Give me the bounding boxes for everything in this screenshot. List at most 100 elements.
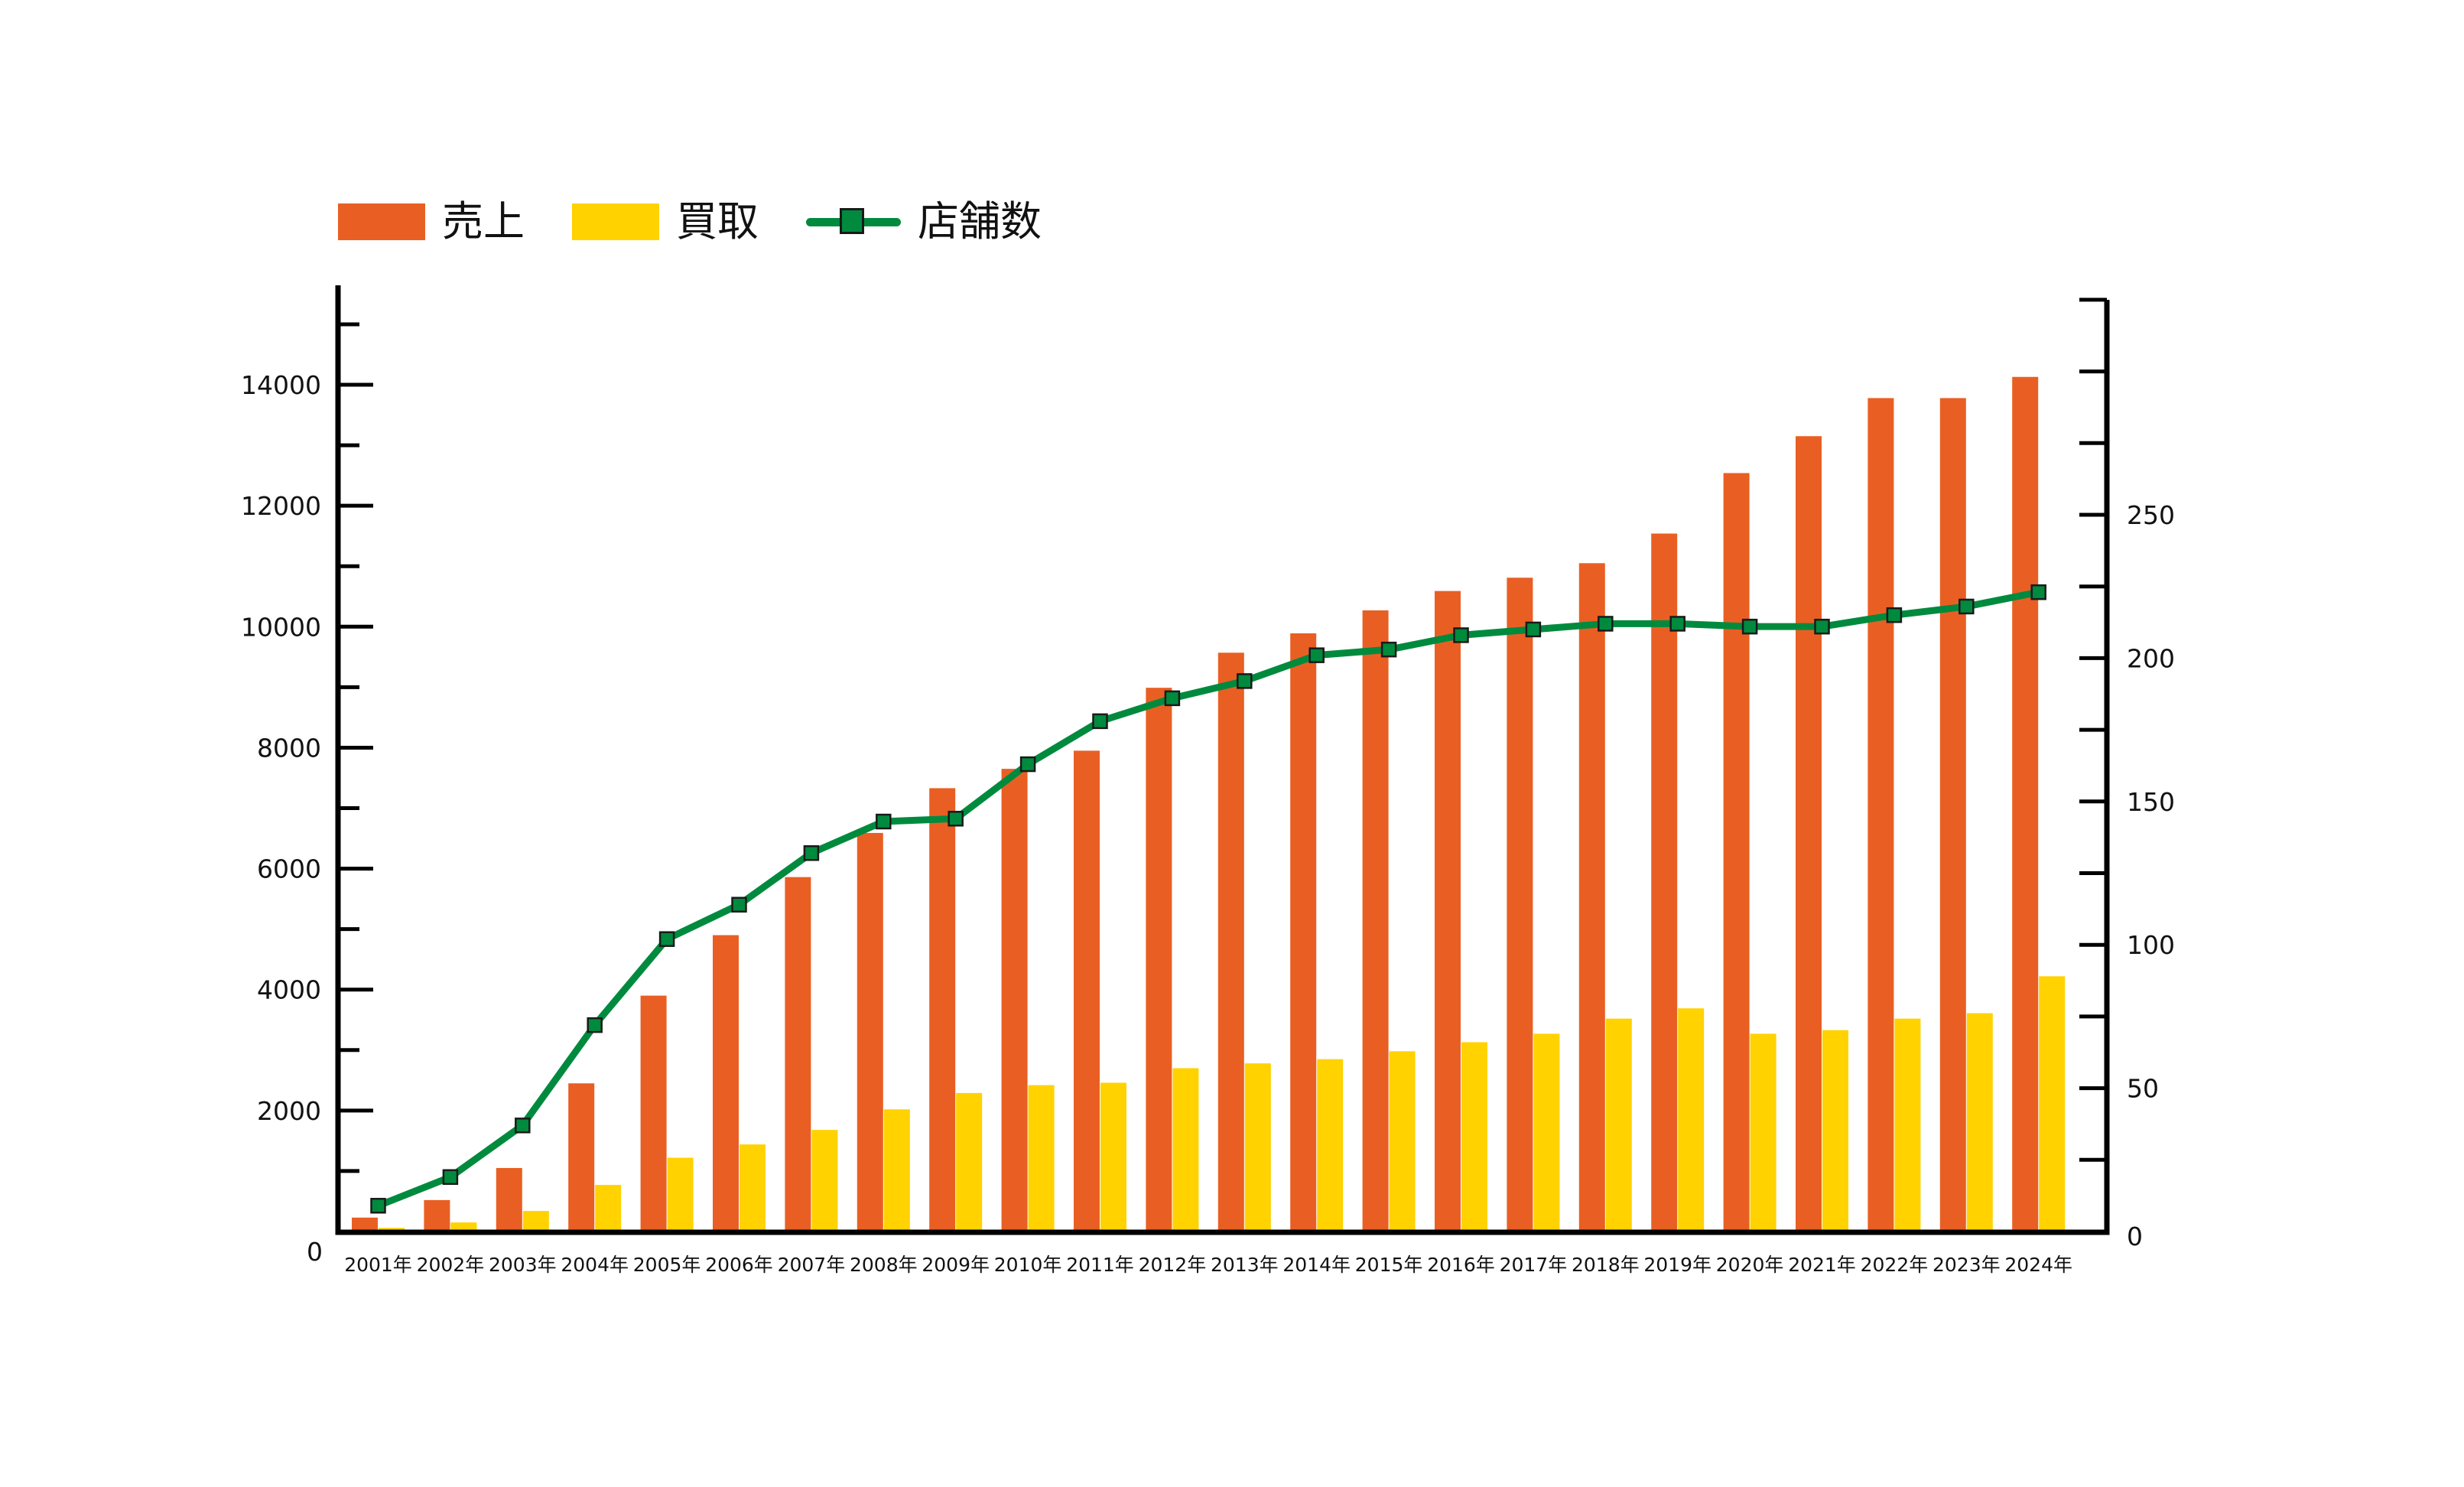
x-tick-label: 2019年 (1643, 1254, 1711, 1276)
square-marker-icon (1741, 618, 1758, 635)
legend-label-stores: 店舗数 (918, 197, 1042, 246)
purchase-bar (1244, 1063, 1271, 1232)
square-marker-icon (515, 1118, 531, 1134)
sales-bar (1146, 688, 1172, 1232)
x-tick-label: 2006年 (705, 1254, 773, 1276)
sales-bar (2012, 376, 2039, 1232)
sales-bar (1074, 750, 1100, 1232)
x-tick-label: 2022年 (1861, 1254, 1929, 1276)
x-tick-label: 2024年 (2004, 1254, 2072, 1276)
sales-bar (1435, 591, 1461, 1232)
legend-swatch-stores (806, 203, 901, 240)
sales-bar (496, 1167, 522, 1232)
square-marker-icon (1959, 598, 1975, 615)
sales-bar (929, 788, 956, 1232)
legend-item-stores: 店舗数 (806, 197, 1042, 246)
chart-legend: 売上 買取 店舗数 (338, 197, 1089, 246)
sales-bar (352, 1217, 378, 1232)
left-axis-label: 6000 (257, 854, 321, 884)
purchase-bar (740, 1144, 766, 1232)
square-marker-icon (1886, 607, 1903, 623)
purchase-bar (1750, 1033, 1776, 1232)
square-marker-icon (840, 208, 864, 234)
square-marker-icon (1237, 673, 1253, 689)
legend-label-sales: 売上 (442, 197, 525, 246)
right-axis-label: 100 (2127, 930, 2175, 960)
x-tick-label: 2021年 (1788, 1254, 1856, 1276)
x-tick-label: 2012年 (1139, 1254, 1207, 1276)
sales-bar (424, 1199, 450, 1232)
x-tick-label: 2023年 (1933, 1254, 2001, 1276)
purchase-bar (1894, 1018, 1921, 1232)
left-axis-label: 4000 (257, 975, 321, 1005)
sales-bar (785, 877, 811, 1232)
square-marker-icon (1019, 756, 1036, 773)
purchase-bar (883, 1109, 910, 1232)
sales-bar (1868, 398, 1894, 1232)
purchase-bar (1028, 1085, 1055, 1232)
left-axis-label: 14000 (241, 370, 321, 400)
sales-bar (1217, 652, 1244, 1232)
x-tick-label: 2004年 (561, 1254, 629, 1276)
legend-label-purchase: 買取 (676, 197, 759, 246)
square-marker-icon (1164, 690, 1181, 707)
square-marker-icon (587, 1017, 603, 1033)
square-marker-icon (1814, 618, 1830, 635)
square-marker-icon (731, 896, 747, 913)
x-tick-label: 2003年 (489, 1254, 557, 1276)
x-tick-label: 2015年 (1355, 1254, 1423, 1276)
purchase-bar (595, 1185, 622, 1232)
sales-bar (1796, 436, 1822, 1232)
square-marker-icon (1598, 616, 1614, 632)
legend-item-purchase: 買取 (572, 197, 759, 246)
x-tick-label: 2007年 (778, 1254, 846, 1276)
right-axis-label: 0 (2127, 1222, 2143, 1251)
sales-bar (640, 995, 667, 1232)
purchase-bar (667, 1157, 694, 1232)
left-axis-label: 12000 (241, 491, 321, 521)
x-tick-label: 2014年 (1282, 1254, 1351, 1276)
x-tick-label: 2018年 (1572, 1254, 1640, 1276)
x-tick-label: 2005年 (633, 1254, 701, 1276)
purchase-bar (1605, 1018, 1632, 1232)
purchase-bar (1461, 1042, 1487, 1232)
purchase-bar (1100, 1082, 1126, 1232)
purchase-bar (2039, 976, 2066, 1232)
sales-bar (1723, 473, 1750, 1232)
sales-bar (1362, 610, 1389, 1232)
sales-bar (1001, 769, 1028, 1232)
square-marker-icon (876, 813, 892, 830)
x-tick-label: 2001年 (344, 1254, 412, 1276)
x-tick-label: 2009年 (922, 1254, 990, 1276)
square-marker-icon (1380, 641, 1397, 658)
x-tick-label: 2020年 (1716, 1254, 1784, 1276)
square-marker-icon (803, 845, 820, 861)
purchase-bar (1966, 1013, 1993, 1232)
purchase-bar (1172, 1068, 1199, 1232)
square-marker-icon (442, 1169, 459, 1186)
right-axis-label: 50 (2127, 1074, 2159, 1104)
x-axis-labels: 2001年 2002年 2003年 2004年 2005年 2006年 2007年 2008年… (344, 1254, 2072, 1276)
sales-bar (1578, 563, 1605, 1232)
legend-swatch-sales (338, 203, 425, 240)
square-marker-icon (1092, 713, 1108, 730)
axes: 0 2000 4000 6000 8000 10000 12000 14000 0 50 100 15… (241, 285, 2175, 1267)
sales-bar (568, 1083, 595, 1232)
square-marker-icon (658, 931, 675, 947)
purchase-bar (1317, 1059, 1344, 1232)
purchase-bar (811, 1130, 838, 1232)
x-tick-label: 2011年 (1066, 1254, 1134, 1276)
purchase-bar (522, 1211, 549, 1232)
right-axis-label: 150 (2127, 787, 2175, 817)
stores-line (370, 584, 2046, 1214)
purchase-bar (1822, 1030, 1848, 1232)
x-tick-label: 2002年 (417, 1254, 485, 1276)
purchase-bar (450, 1222, 477, 1232)
sales-bars (352, 376, 2039, 1232)
left-axis-label: 2000 (257, 1096, 321, 1126)
square-marker-icon (1453, 627, 1469, 643)
x-tick-label: 2017年 (1500, 1254, 1568, 1276)
legend-item-sales: 売上 (338, 197, 525, 246)
x-tick-label: 2010年 (994, 1254, 1062, 1276)
left-axis-label: 10000 (241, 612, 321, 642)
